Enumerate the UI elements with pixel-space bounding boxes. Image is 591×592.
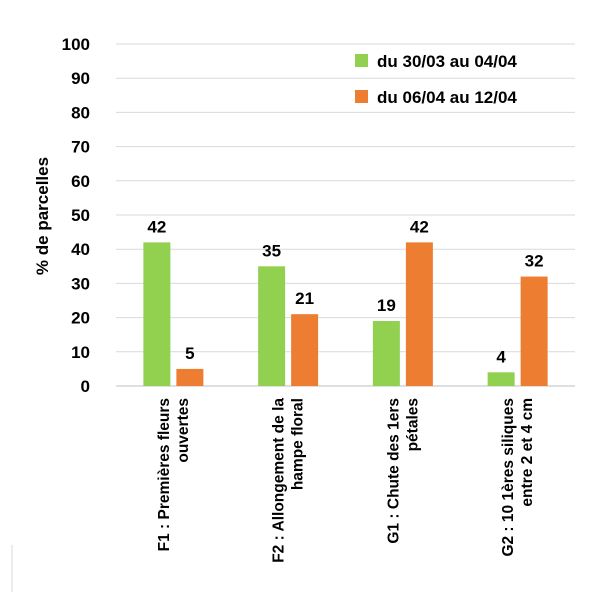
x-category-label-3-line-1: G1 : Chute des 1ers <box>385 398 402 544</box>
value-label-3-series-1: 19 <box>377 296 396 315</box>
value-label-1-series-1: 42 <box>147 217 166 236</box>
y-tick-label-70: 70 <box>71 138 90 157</box>
value-label-4-series-1: 4 <box>496 347 506 366</box>
x-category-label-3: G1 : Chute des 1ers pétales <box>385 398 421 544</box>
bar-1-series-2 <box>176 368 204 386</box>
x-category-label-4-line-2: entre 2 et 4 cm <box>519 398 536 507</box>
legend: du 30/03 au 04/04 du 06/04 au 12/04 <box>355 52 517 107</box>
x-axis-categories: F1 : Premières fleurs ouvertes F2 : Allong… <box>156 398 536 563</box>
bar-2-series-2 <box>291 314 319 386</box>
value-label-1-series-2: 5 <box>185 344 194 363</box>
value-label-2-series-2: 21 <box>295 289 314 308</box>
x-category-label-2-line-2: hampe floral <box>290 398 307 490</box>
bar-3-series-1 <box>372 321 400 386</box>
value-label-4-series-2: 32 <box>525 252 544 271</box>
x-category-label-1-line-1: F1 : Premières fleurs <box>156 398 173 551</box>
y-tick-label-90: 90 <box>71 69 90 88</box>
x-category-label-3-line-2: pétales <box>404 398 421 451</box>
bar-2-series-1 <box>258 266 286 386</box>
y-tick-label-30: 30 <box>71 274 90 293</box>
y-tick-label-0: 0 <box>81 377 90 396</box>
y-tick-label-20: 20 <box>71 309 90 328</box>
y-tick-label-60: 60 <box>71 172 90 191</box>
legend-label-2: du 06/04 au 12/04 <box>377 88 517 107</box>
value-label-2-series-1: 35 <box>262 241 281 260</box>
y-tick-label-10: 10 <box>71 343 90 362</box>
x-category-label-2: F2 : Allongement de la hampe floral <box>271 398 307 563</box>
x-category-label-1: F1 : Premières fleurs ouvertes <box>156 398 192 551</box>
y-axis-ticks: 0 10 20 30 40 50 60 70 80 90 100 <box>62 35 90 396</box>
y-tick-label-80: 80 <box>71 103 90 122</box>
x-category-label-4: G2 : 10 1ères siliques entre 2 et 4 cm <box>500 398 536 557</box>
value-label-3-series-2: 42 <box>410 217 429 236</box>
y-tick-label-50: 50 <box>71 206 90 225</box>
x-category-label-2-line-1: F2 : Allongement de la <box>271 398 288 563</box>
bar-3-series-2 <box>405 242 433 386</box>
bars <box>143 242 548 386</box>
y-tick-label-100: 100 <box>62 35 90 54</box>
legend-swatch-2 <box>355 90 368 103</box>
x-category-label-4-line-1: G2 : 10 1ères siliques <box>500 398 517 557</box>
legend-label-1: du 30/03 au 04/04 <box>377 52 517 71</box>
bar-4-series-1 <box>487 372 515 386</box>
y-tick-label-40: 40 <box>71 240 90 259</box>
y-axis-title: % de parcelles <box>33 157 52 275</box>
legend-swatch-1 <box>355 54 368 67</box>
bar-1-series-1 <box>143 242 171 386</box>
x-category-label-1-line-2: ouvertes <box>175 398 192 463</box>
value-labels: 42 5 35 21 19 42 4 32 <box>147 217 543 366</box>
bar-4-series-2 <box>520 276 548 386</box>
